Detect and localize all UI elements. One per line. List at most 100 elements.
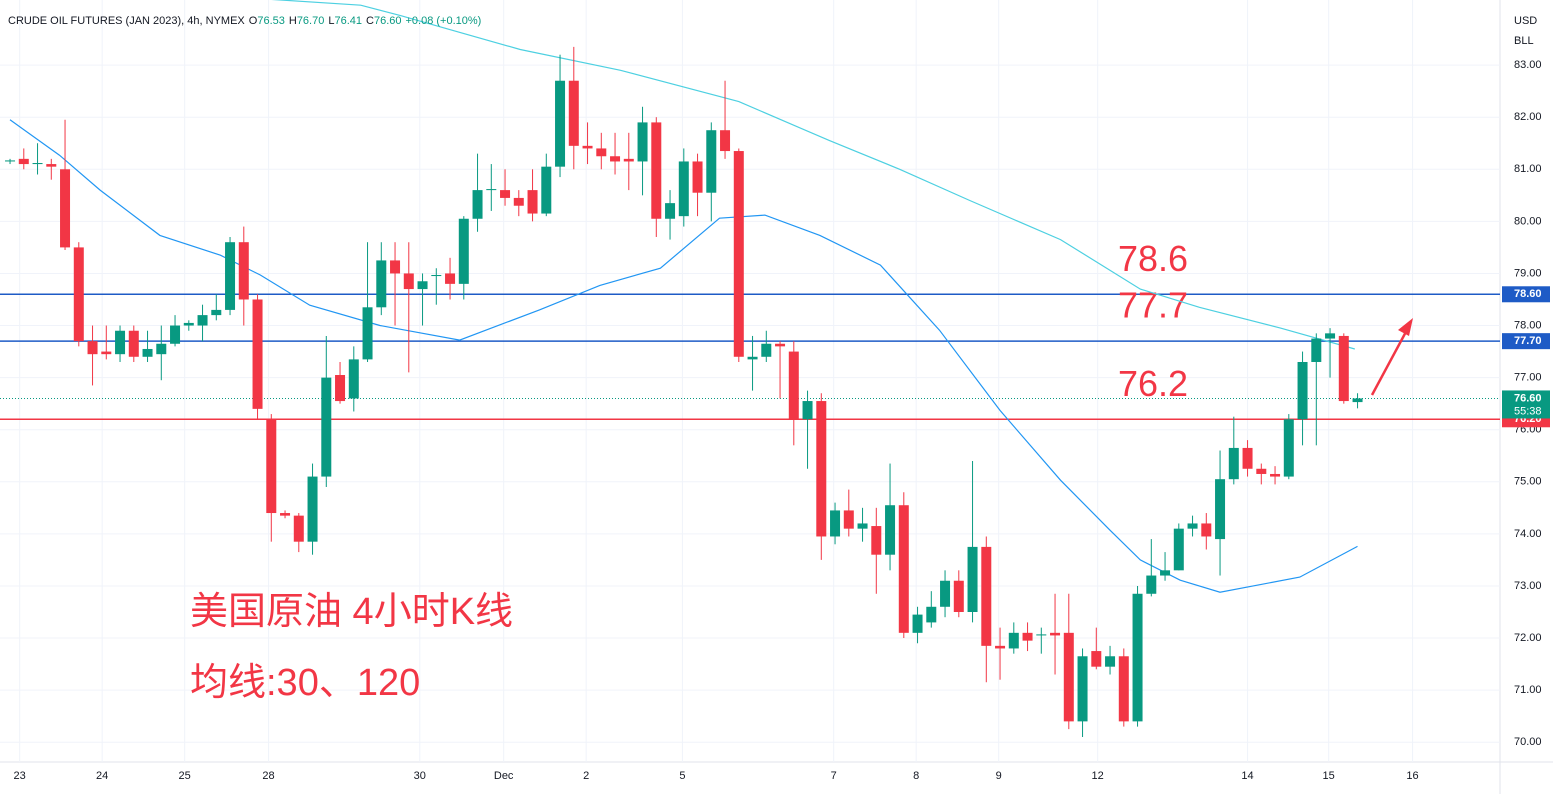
candle-body [211,309,222,316]
candle-body [527,190,538,214]
candle-body [183,322,194,326]
candle-body [940,580,951,607]
candle-body [1311,338,1322,362]
candle-body [417,281,428,290]
candles [5,46,1363,737]
candle-body [761,343,772,357]
candle-body [60,169,71,248]
candle-body [513,197,524,206]
candle-body [1173,528,1184,571]
y-tick-label: 81.00 [1514,163,1542,175]
x-tick-label: 24 [96,770,108,782]
level-badge-bg [1502,286,1550,303]
candle-body [445,273,456,284]
candle-body [967,546,978,612]
candle-body [830,510,841,537]
candle-body [87,341,98,355]
candle-body [5,160,16,162]
candle-body [1132,593,1143,722]
x-tick-label: 15 [1323,770,1335,782]
candle-body [252,299,263,409]
candle-body [458,218,469,284]
candle-body [1352,398,1363,403]
x-tick-label: 23 [14,770,26,782]
candle-body [1036,634,1047,636]
y-tick-label: 80.00 [1514,215,1542,227]
candle-body [431,275,442,277]
candle-body [788,351,799,420]
candle-body [981,546,992,646]
candle-body [1256,468,1267,474]
candle-body [775,343,786,347]
candle-body [885,505,896,555]
candle-body [898,505,909,633]
candle-body [362,307,373,360]
change: +0.08 (+0.10%) [405,15,482,27]
candle-body [156,343,167,355]
candle-body [568,80,579,146]
candle-body [733,151,744,357]
y-tick-label: 82.00 [1514,111,1542,123]
candle-body [871,526,882,555]
candle-body [307,476,318,542]
candle-body [115,330,126,355]
x-tick-label: 14 [1241,770,1253,782]
x-tick-label: 2 [583,770,589,782]
y-tick-label: 70.00 [1514,736,1542,748]
level-label: 78.6 [1118,238,1188,279]
y-tick-label: 83.00 [1514,59,1542,71]
level-badge-bg [1502,333,1550,350]
candle-body [596,148,607,157]
candle-body [802,401,813,420]
candle-body [293,515,304,542]
candle-body [1077,656,1088,722]
x-tick-label: 12 [1092,770,1104,782]
axes: 70.0071.0072.0073.0074.0075.0076.0077.00… [14,59,1550,782]
y-tick-label: 77.00 [1514,372,1542,384]
stat-key: H [288,15,297,27]
candle-body [486,189,497,191]
candle-body [555,80,566,167]
y-tick-label: 79.00 [1514,267,1542,279]
candle-body [32,163,43,165]
x-tick-label: 25 [179,770,191,782]
moving-average [271,0,1355,350]
level-badge-label: 77.70 [1514,335,1542,347]
last-price-label: 76.60 [1514,392,1542,404]
candle-body [197,315,208,326]
candle-body [747,356,758,360]
candle-body [280,513,291,516]
candle-body [73,247,84,342]
candle-body [1022,632,1033,641]
candle-body [46,164,57,167]
arrow [1370,327,1410,396]
candle-body [1105,656,1116,667]
grid [0,0,1500,762]
last-price-badge [1502,390,1550,419]
countdown: 55:38 [1514,405,1542,417]
candle-body [1050,632,1061,636]
candle-body [1215,479,1226,540]
candle-body [1187,523,1198,529]
stat-value: 76.70 [296,15,325,27]
candle-body [335,375,346,402]
candle-body [500,190,511,198]
candle-body [1283,419,1294,477]
annotation: 均线:30、120 [190,662,420,704]
candle-body [1297,361,1308,420]
y-tick-label: 72.00 [1514,632,1542,644]
candle-body [637,122,648,162]
level-badge-label: 78.60 [1514,288,1542,300]
stat-key: L [328,15,335,27]
candle-body [816,401,827,537]
candle-body [953,580,964,612]
candle-body [1118,656,1129,722]
candle-body [225,242,236,310]
candle-body [1063,632,1074,722]
y-tick-label: 74.00 [1514,528,1542,540]
candle-body [1201,523,1212,537]
candle-body [403,273,414,290]
currency: USD [1514,15,1537,27]
